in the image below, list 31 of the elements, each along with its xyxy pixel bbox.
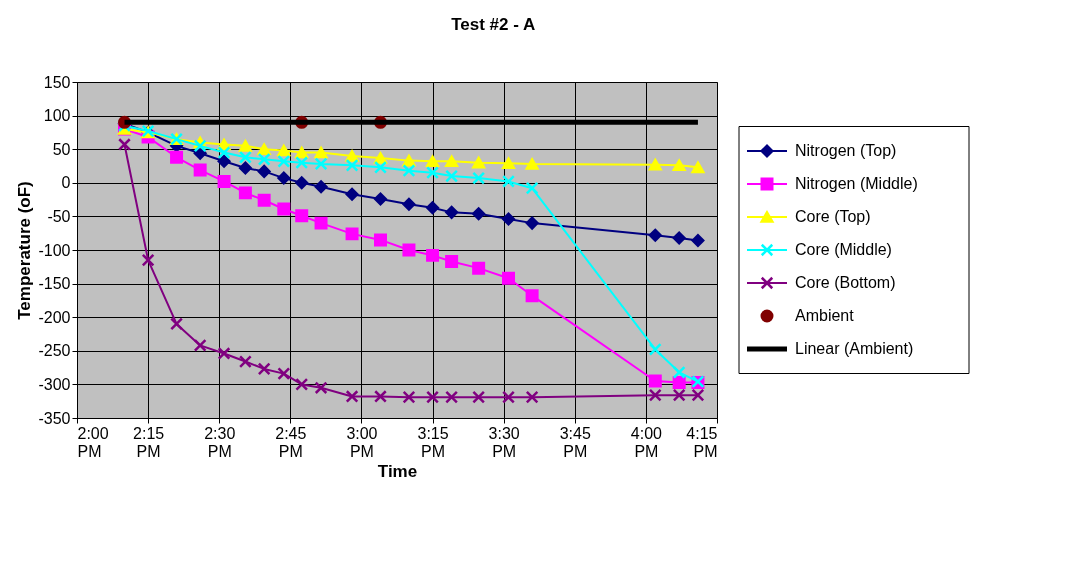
x-axis-title: Time (377, 461, 418, 481)
y-tick-label: -50 (47, 207, 71, 225)
y-tick-label: -100 (38, 241, 71, 259)
y-tick-label: -350 (38, 409, 71, 427)
legend-label: Nitrogen (Middle) (795, 175, 918, 192)
legend-label: Nitrogen (Top) (795, 142, 897, 159)
y-axis-title: Temperature (oF) (15, 181, 35, 320)
y-tick-label: 150 (43, 73, 71, 91)
y-tick-label: -200 (38, 308, 71, 326)
y-tick-label: -300 (38, 375, 71, 393)
x-tick-label: 3:45 PM (559, 424, 591, 460)
x-tick-label: 4:00 PM (630, 424, 663, 460)
y-tick-label: -150 (38, 275, 71, 293)
x-tick-label: 4:15 PM (686, 424, 718, 460)
chart-title: Test #2 - A (451, 14, 536, 34)
x-tick-label: 3:00 PM (346, 424, 378, 460)
legend-label: Ambient (795, 307, 855, 324)
legend-label: Linear (Ambient) (795, 340, 914, 357)
y-tick-label: -250 (38, 342, 71, 360)
x-tick-label: 2:45 PM (275, 424, 307, 460)
x-tick-label: 2:15 PM (133, 424, 165, 460)
x-tick-label: 2:30 PM (204, 424, 236, 460)
y-tick-label: 100 (43, 107, 71, 125)
y-tick-label: 0 (61, 174, 71, 192)
x-tick-label: 2:00 PM (77, 424, 109, 460)
legend-label: Core (Bottom) (795, 274, 896, 291)
y-tick-label: 50 (52, 140, 71, 158)
x-tick-label: 3:30 PM (488, 424, 520, 460)
legend-label: Core (Middle) (795, 241, 892, 258)
x-tick-label: 3:15 PM (417, 424, 449, 460)
legend-label: Core (Top) (795, 208, 871, 225)
